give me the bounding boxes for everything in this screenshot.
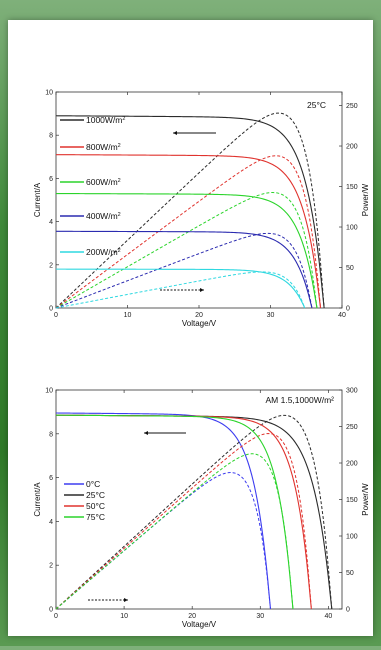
y-tick-label: 2 bbox=[49, 563, 53, 570]
legend-label-0: 0°C bbox=[86, 479, 100, 489]
pv-curve-3 bbox=[55, 453, 294, 610]
legend-label-4: 200W/m2 bbox=[86, 247, 121, 257]
x-tick-label: 10 bbox=[120, 613, 128, 620]
iv-curve-1 bbox=[55, 154, 322, 309]
pv-curve-2 bbox=[55, 433, 312, 610]
y-tick-label: 4 bbox=[49, 519, 53, 526]
x-tick-label: 0 bbox=[54, 312, 58, 319]
x-tick-label: 10 bbox=[124, 312, 132, 319]
y-tick-label: 8 bbox=[49, 133, 53, 140]
pv-curve-1 bbox=[55, 414, 333, 610]
pv-curve-1 bbox=[55, 155, 322, 309]
x-axis-label: Voltage/V bbox=[182, 620, 217, 629]
pv-curve-0 bbox=[55, 112, 325, 309]
x-tick-label: 40 bbox=[338, 312, 346, 319]
figure-frame: 0 10 20 30 40 0 2 4 6 8 10 0 50 100 150 200 250 Voltage/V… bbox=[8, 20, 373, 636]
legend-label-0: 1000W/m2 bbox=[86, 115, 125, 125]
y2-tick-label: 0 bbox=[346, 306, 350, 313]
iv-curve-0 bbox=[55, 115, 325, 309]
legend-label-3: 75°C bbox=[86, 512, 105, 522]
legend-label-2: 50°C bbox=[86, 501, 105, 511]
chart-svg: 0 10 20 30 400246810050100150200250Voltage/V… bbox=[33, 90, 370, 329]
y-tick-label: 6 bbox=[49, 176, 53, 183]
y2-tick-label: 50 bbox=[346, 265, 354, 272]
iv-curve-0 bbox=[55, 412, 272, 610]
y2-tick-label: 150 bbox=[346, 184, 358, 191]
y2-axis-label: Power/W bbox=[361, 183, 370, 216]
arrow-head-0 bbox=[173, 131, 177, 135]
y-tick-label: 8 bbox=[49, 431, 53, 438]
y-tick-label: 10 bbox=[45, 90, 53, 97]
y2-tick-label: 200 bbox=[346, 461, 358, 468]
x-tick-label: 20 bbox=[188, 613, 196, 620]
y2-tick-label: 0 bbox=[346, 607, 350, 614]
y2-tick-label: 100 bbox=[346, 225, 358, 232]
chart-svg: 0 10 20 30 400246810050100150200250300Voltag… bbox=[33, 388, 370, 630]
legend-label-1: 800W/m2 bbox=[86, 142, 121, 152]
x-tick-label: 20 bbox=[195, 312, 203, 319]
pv-curve-4 bbox=[55, 271, 306, 309]
x-tick-label: 30 bbox=[256, 613, 264, 620]
y2-tick-label: 150 bbox=[346, 497, 358, 504]
y-tick-label: 4 bbox=[49, 219, 53, 226]
temperature-iv-pv-chart: 0 10 20 30 40 0 2 4 6 8 10 0 50 100 150 200 250 300 Voltag… bbox=[8, 360, 373, 650]
pv-curve-3 bbox=[55, 232, 313, 309]
legend-label-2: 600W/m2 bbox=[86, 177, 121, 187]
y2-axis-label: Power/W bbox=[361, 483, 370, 516]
y-tick-label: 2 bbox=[49, 262, 53, 269]
y2-tick-label: 300 bbox=[346, 388, 358, 395]
pv-curve-2 bbox=[55, 192, 318, 309]
legend-label-3: 400W/m2 bbox=[86, 211, 121, 221]
iv-curve-4 bbox=[56, 268, 306, 309]
arrow-head-0 bbox=[144, 431, 148, 435]
y-axis-label: Current/A bbox=[33, 182, 42, 217]
y-axis-label: Current/A bbox=[33, 482, 42, 517]
y-tick-label: 6 bbox=[49, 475, 53, 482]
condition-annotation: 25°C bbox=[307, 100, 326, 110]
legend-label-1: 25°C bbox=[86, 490, 105, 500]
iv-curve-3 bbox=[55, 414, 294, 610]
iv-curve-2 bbox=[55, 192, 318, 309]
y2-tick-label: 50 bbox=[346, 570, 354, 577]
iv-curve-3 bbox=[56, 230, 313, 309]
arrow-head-1 bbox=[124, 598, 128, 602]
x-tick-label: 40 bbox=[324, 613, 332, 620]
y2-tick-label: 250 bbox=[346, 103, 358, 110]
x-tick-label: 30 bbox=[267, 312, 275, 319]
y2-tick-label: 200 bbox=[346, 144, 358, 151]
condition-annotation: AM 1.5,1000W/m² bbox=[266, 395, 335, 405]
y2-tick-label: 100 bbox=[346, 534, 358, 541]
irradiance-iv-pv-chart: 0 10 20 30 40 0 2 4 6 8 10 0 50 100 150 200 250 Voltage/V… bbox=[8, 62, 373, 342]
y-tick-label: 10 bbox=[45, 388, 53, 395]
y-tick-label: 0 bbox=[49, 607, 53, 614]
x-axis-label: Voltage/V bbox=[182, 319, 217, 328]
y-tick-label: 0 bbox=[49, 306, 53, 313]
arrow-head-1 bbox=[200, 288, 204, 292]
x-tick-label: 0 bbox=[54, 613, 58, 620]
y2-tick-label: 250 bbox=[346, 424, 358, 431]
